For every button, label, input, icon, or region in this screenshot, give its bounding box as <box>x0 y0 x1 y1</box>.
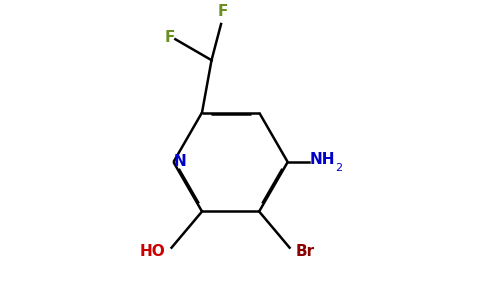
Text: N: N <box>174 154 186 169</box>
Text: F: F <box>218 4 228 19</box>
Text: NH: NH <box>310 152 335 167</box>
Text: HO: HO <box>140 244 166 259</box>
Text: F: F <box>165 30 175 45</box>
Text: Br: Br <box>295 244 315 259</box>
Text: 2: 2 <box>335 163 343 173</box>
